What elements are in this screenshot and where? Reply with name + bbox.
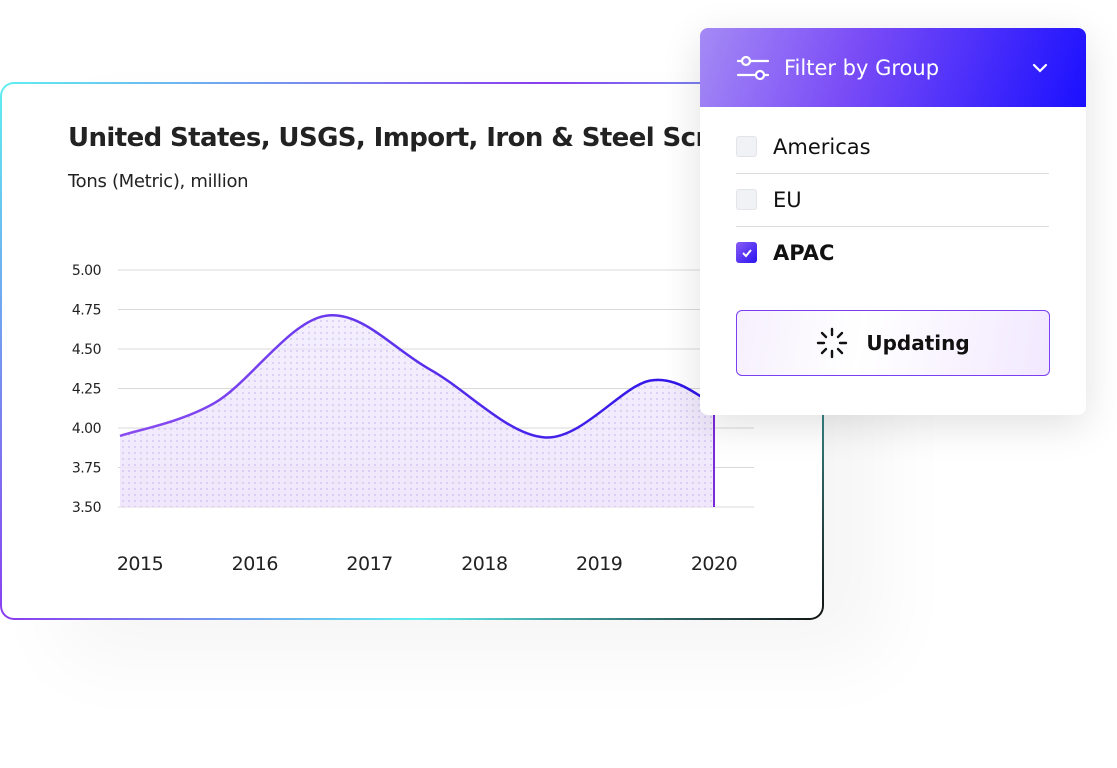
x-tick-label: 2017 [346,553,392,575]
card-body [2,84,822,618]
x-tick-label: 2020 [691,553,737,575]
option[interactable]: Americas [736,120,1049,174]
update-button[interactable]: Updating [736,310,1050,376]
y-tick-label: 4.00 [72,421,101,437]
filter-header[interactable]: Filter by Group [700,28,1086,107]
option[interactable]: EU [736,173,1049,227]
y-tick-label: 4.75 [72,303,101,319]
line [119,314,715,439]
button-label: Updating [866,331,970,355]
chart-card [0,82,824,620]
y-tick-label: 5.00 [72,263,101,279]
chevron [1032,63,1048,73]
spinner [817,327,848,359]
y-tick-label: 4.50 [72,342,101,358]
checkbox[interactable] [736,242,757,263]
check-mark [741,248,752,257]
y-tick-label: 3.50 [72,500,101,516]
chart-subtitle: Tons (Metric), million [67,171,248,192]
y-tick-label: 3.75 [72,461,101,477]
area-dots [120,315,714,507]
checkbox[interactable] [736,136,757,157]
x-tick-label: 2018 [461,553,507,575]
option[interactable]: APAC [736,226,1049,279]
filter-title: Filter by Group [784,55,940,80]
y-tick-label: 4.25 [72,382,101,398]
filter-icon [736,55,770,80]
checkbox[interactable] [736,189,757,210]
option-label: Americas [773,134,871,159]
x-tick-label: 2016 [232,553,278,575]
chart-title: United States, USGS, Import, Iron & Stee… [68,123,743,153]
chart: United States, USGS, Import, Iron & Stee… [67,123,754,575]
filter-panel: Filter by Group Americas EU APAC Updating [700,28,1086,415]
option-label: EU [773,187,802,212]
x-tick-label: 2015 [117,553,163,575]
x-tick-label: 2019 [576,553,622,575]
option-label: APAC [773,240,835,265]
